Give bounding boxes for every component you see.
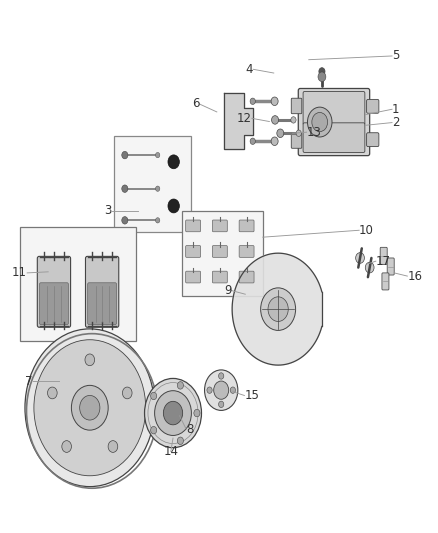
FancyBboxPatch shape xyxy=(239,246,254,257)
Circle shape xyxy=(219,373,224,379)
FancyBboxPatch shape xyxy=(182,211,263,296)
Polygon shape xyxy=(224,93,253,149)
Text: 5: 5 xyxy=(392,50,399,62)
Circle shape xyxy=(365,262,374,273)
Circle shape xyxy=(163,401,183,425)
Circle shape xyxy=(205,370,238,410)
Circle shape xyxy=(85,354,95,366)
Circle shape xyxy=(108,441,118,453)
FancyBboxPatch shape xyxy=(367,99,379,114)
Circle shape xyxy=(151,392,157,400)
Circle shape xyxy=(155,152,160,158)
Circle shape xyxy=(122,185,128,192)
Circle shape xyxy=(296,130,301,136)
FancyBboxPatch shape xyxy=(387,258,394,275)
Circle shape xyxy=(48,387,57,399)
Circle shape xyxy=(151,426,157,434)
FancyBboxPatch shape xyxy=(85,256,119,327)
Circle shape xyxy=(25,329,155,487)
Text: 9: 9 xyxy=(224,284,231,297)
FancyBboxPatch shape xyxy=(303,123,365,152)
Circle shape xyxy=(356,253,364,263)
FancyBboxPatch shape xyxy=(291,98,302,114)
Circle shape xyxy=(271,97,278,106)
Circle shape xyxy=(261,288,296,330)
FancyBboxPatch shape xyxy=(380,247,387,264)
Text: 3: 3 xyxy=(104,204,112,217)
FancyBboxPatch shape xyxy=(291,133,302,148)
Circle shape xyxy=(250,98,255,104)
FancyBboxPatch shape xyxy=(39,282,68,325)
Text: 12: 12 xyxy=(237,112,252,125)
Circle shape xyxy=(34,340,146,476)
Circle shape xyxy=(177,382,184,389)
Text: 10: 10 xyxy=(359,224,374,237)
Circle shape xyxy=(250,138,255,144)
Circle shape xyxy=(207,387,212,393)
Circle shape xyxy=(318,72,326,82)
FancyBboxPatch shape xyxy=(367,133,379,147)
Text: 13: 13 xyxy=(307,126,321,139)
Circle shape xyxy=(168,155,179,169)
Circle shape xyxy=(122,151,128,159)
Text: 6: 6 xyxy=(192,98,199,110)
Circle shape xyxy=(62,441,71,453)
Circle shape xyxy=(319,68,325,75)
Circle shape xyxy=(168,199,179,213)
Circle shape xyxy=(312,112,328,132)
Circle shape xyxy=(122,387,132,399)
Circle shape xyxy=(307,107,332,137)
Text: 8: 8 xyxy=(186,423,194,435)
FancyBboxPatch shape xyxy=(37,256,71,327)
Circle shape xyxy=(155,186,160,191)
Circle shape xyxy=(155,391,191,435)
FancyBboxPatch shape xyxy=(239,220,254,232)
FancyBboxPatch shape xyxy=(186,220,201,232)
Circle shape xyxy=(194,409,200,417)
Text: 4: 4 xyxy=(246,63,253,76)
FancyBboxPatch shape xyxy=(20,227,136,341)
Text: 2: 2 xyxy=(392,116,399,129)
Circle shape xyxy=(272,116,279,124)
Circle shape xyxy=(155,217,160,223)
Text: 15: 15 xyxy=(244,389,259,402)
Circle shape xyxy=(214,381,229,399)
Circle shape xyxy=(268,297,288,321)
Polygon shape xyxy=(232,253,322,365)
Circle shape xyxy=(230,387,236,393)
Circle shape xyxy=(291,117,296,123)
Circle shape xyxy=(80,395,100,420)
FancyBboxPatch shape xyxy=(382,273,389,290)
FancyBboxPatch shape xyxy=(186,271,201,283)
Text: 11: 11 xyxy=(12,266,27,279)
FancyBboxPatch shape xyxy=(303,92,365,125)
FancyBboxPatch shape xyxy=(186,246,201,257)
Text: 7: 7 xyxy=(25,375,33,387)
FancyBboxPatch shape xyxy=(212,271,227,283)
Text: 17: 17 xyxy=(376,255,391,268)
Circle shape xyxy=(177,437,184,445)
Circle shape xyxy=(71,385,108,430)
FancyBboxPatch shape xyxy=(88,282,117,325)
FancyBboxPatch shape xyxy=(298,88,370,156)
Text: 1: 1 xyxy=(392,103,399,116)
FancyBboxPatch shape xyxy=(212,246,227,257)
FancyBboxPatch shape xyxy=(114,136,191,232)
FancyBboxPatch shape xyxy=(212,220,227,232)
Circle shape xyxy=(122,216,128,224)
Text: 14: 14 xyxy=(163,445,178,458)
Circle shape xyxy=(145,378,201,448)
Circle shape xyxy=(277,129,284,138)
FancyBboxPatch shape xyxy=(239,271,254,283)
Circle shape xyxy=(219,401,224,408)
Circle shape xyxy=(271,137,278,146)
Text: 16: 16 xyxy=(407,270,422,282)
